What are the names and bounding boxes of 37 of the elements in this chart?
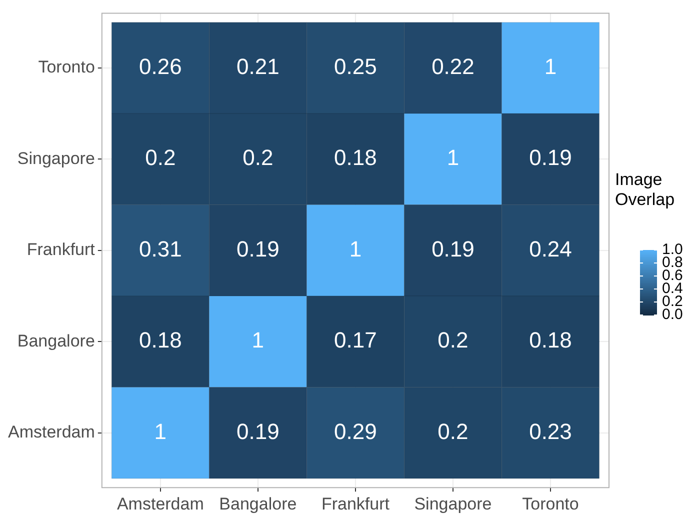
data-label: 0.19: [236, 418, 280, 444]
data-label: 1: [446, 145, 460, 170]
data-label: 0.29: [334, 418, 377, 444]
data-label: 1: [544, 54, 557, 79]
data-label: 0.18: [139, 328, 182, 353]
data-label: 0.2: [438, 328, 468, 353]
data-label: 0.2: [242, 145, 274, 170]
x-tick-label: Frankfurt: [321, 494, 390, 514]
y-tick-label: Frankfurt: [26, 240, 96, 260]
data-label: 0.25: [334, 54, 377, 79]
data-label: 0.26: [139, 54, 182, 79]
data-label: 0.19: [432, 236, 474, 262]
x-tick-label: Amsterdam: [116, 494, 204, 514]
data-label: 1: [252, 328, 264, 353]
data-label: 0.2: [438, 418, 468, 444]
data-label: 0.18: [334, 145, 377, 170]
color-bar-label: 0.0: [662, 306, 683, 324]
x-tick-label: Bangalore: [219, 494, 297, 514]
data-label: 1: [349, 236, 362, 262]
data-label: 0.31: [139, 236, 182, 262]
data-label: 0.22: [432, 54, 474, 79]
y-tick-label: Bangalore: [17, 331, 95, 350]
y-tick-label: Singapore: [17, 148, 95, 168]
data-label: 0.17: [334, 328, 377, 353]
x-tick-label: Singapore: [414, 494, 492, 514]
y-tick-label: Toronto: [38, 58, 95, 77]
y-tick-label: Amsterdam: [8, 422, 95, 442]
x-tick-label: Toronto: [522, 494, 579, 514]
data-label: 0.19: [236, 236, 280, 262]
color-bar-title: Image Overlap: [615, 170, 675, 209]
data-label: 0.19: [529, 145, 572, 170]
data-label: 0.2: [145, 145, 176, 170]
data-label: 0.18: [529, 328, 572, 353]
data-label: 0.23: [529, 418, 572, 444]
data-label: 1: [154, 418, 167, 444]
data-label: 0.24: [529, 236, 572, 262]
data-label: 0.21: [236, 54, 280, 79]
